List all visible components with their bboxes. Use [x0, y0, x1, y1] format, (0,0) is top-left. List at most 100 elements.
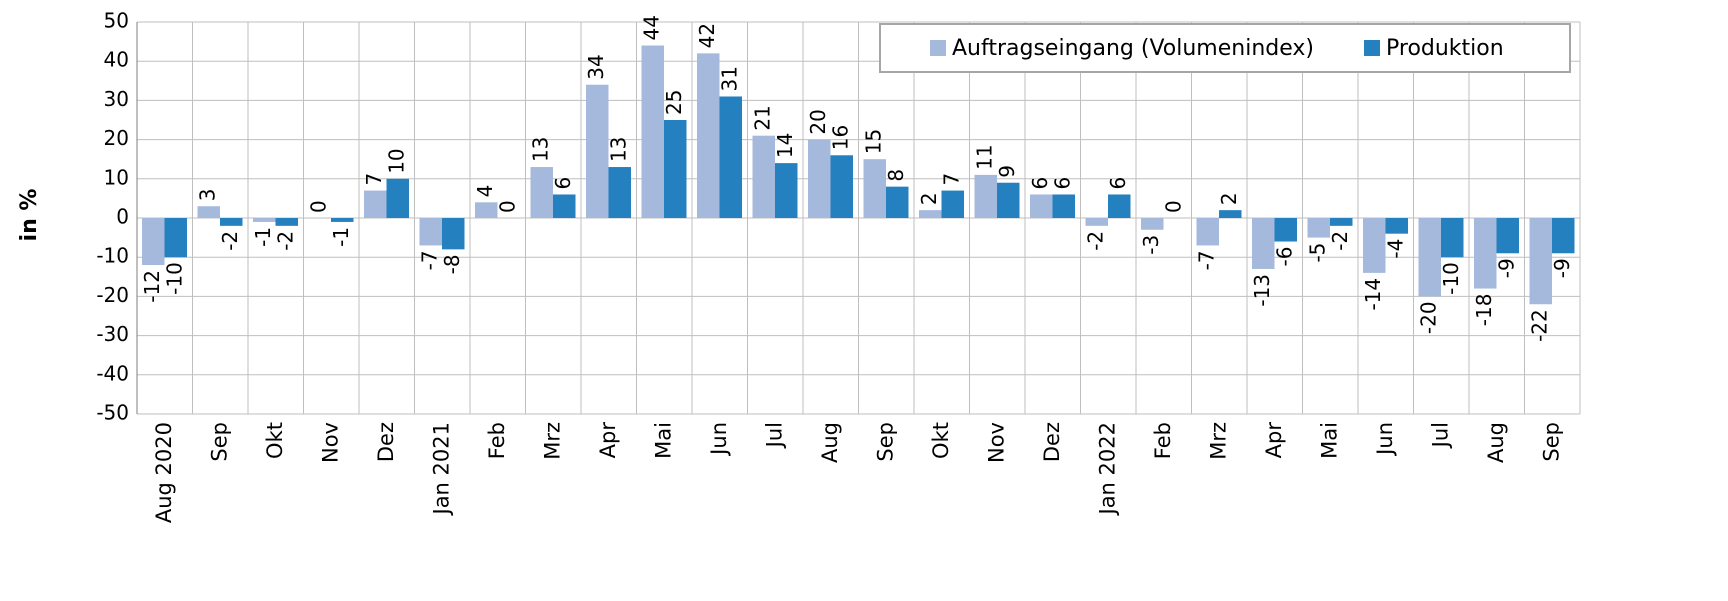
data-label: 42	[695, 23, 719, 48]
y-tick-label: -50	[96, 401, 129, 425]
x-tick-label: Nov	[318, 422, 342, 463]
x-tick-label: Jan 2022	[1095, 422, 1119, 517]
bar	[974, 174, 997, 218]
data-label: 34	[584, 54, 608, 79]
data-label: 6	[1028, 177, 1052, 190]
data-label: 7	[362, 173, 386, 186]
bar	[1363, 218, 1386, 273]
x-tick-label: Nov	[984, 422, 1008, 463]
data-label: -2	[1083, 231, 1107, 251]
legend-swatch	[1364, 40, 1380, 56]
x-tick-label: Okt	[263, 422, 287, 459]
y-tick-label: 50	[104, 9, 129, 33]
data-label: -6	[1272, 247, 1296, 267]
data-label: 3	[195, 189, 219, 202]
data-label: -13	[1250, 274, 1274, 307]
data-label: 4	[473, 185, 497, 198]
data-label: 0	[495, 200, 519, 213]
bar	[530, 167, 553, 218]
x-tick-label: Mai	[1317, 422, 1341, 459]
bar	[1219, 210, 1242, 218]
data-label: 9	[995, 165, 1019, 178]
x-tick-label: Mrz	[540, 422, 564, 460]
bar	[1196, 218, 1219, 246]
x-tick-label: Feb	[485, 422, 509, 459]
data-label: -20	[1416, 301, 1440, 334]
bar	[808, 139, 831, 218]
legend-swatch	[930, 40, 946, 56]
y-tick-label: 40	[104, 48, 129, 72]
data-label: -12	[140, 270, 164, 303]
bar	[1441, 218, 1464, 258]
x-tick-label: Aug	[818, 422, 842, 463]
bar	[664, 120, 687, 218]
data-label: -2	[273, 231, 297, 251]
data-label: -1	[329, 227, 353, 247]
data-label: 0	[306, 200, 330, 213]
bar	[1252, 218, 1275, 269]
bar	[1085, 218, 1108, 226]
bar	[1529, 218, 1552, 305]
data-label: 6	[1106, 177, 1130, 190]
bar	[1141, 218, 1164, 230]
data-label: 2	[1217, 192, 1241, 205]
bar	[1274, 218, 1297, 242]
bar	[1330, 218, 1353, 226]
x-tick-label: Mai	[651, 422, 675, 459]
x-tick-label: Dez	[374, 422, 398, 462]
data-label: -2	[1328, 231, 1352, 251]
bar	[253, 218, 276, 222]
data-label: 44	[639, 15, 663, 40]
data-label: 10	[384, 148, 408, 173]
y-tick-label: -30	[96, 322, 129, 346]
x-tick-label: Sep	[1539, 422, 1563, 462]
y-tick-label: 10	[104, 165, 129, 189]
bar	[1108, 194, 1131, 218]
bar	[941, 190, 964, 218]
x-tick-label: Jan 2021	[429, 422, 453, 517]
data-label: 16	[828, 125, 852, 150]
bar	[419, 218, 442, 246]
bar	[275, 218, 298, 226]
y-axis-title: in %	[17, 189, 42, 242]
bar	[1307, 218, 1330, 238]
bar	[142, 218, 165, 266]
bar	[442, 218, 465, 250]
data-label: 8	[884, 169, 908, 182]
x-tick-label: Apr	[1262, 422, 1286, 459]
y-tick-label: -40	[96, 361, 129, 385]
bar	[919, 210, 942, 218]
data-label: -10	[1439, 262, 1463, 295]
bar	[553, 194, 576, 218]
data-label: 0	[1161, 200, 1185, 213]
bar	[752, 135, 775, 218]
y-tick-label: 30	[104, 87, 129, 111]
x-tick-label: Jun	[1373, 422, 1397, 457]
x-tick-label: Sep	[873, 422, 897, 462]
legend-label: Produktion	[1386, 36, 1504, 61]
data-label: 15	[861, 129, 885, 154]
bar	[586, 84, 609, 218]
x-tick-label: Dez	[1040, 422, 1064, 462]
legend-label: Auftragseingang (Volumenindex)	[952, 36, 1314, 61]
data-label: -7	[1194, 250, 1218, 270]
x-tick-label: Mrz	[1206, 422, 1230, 460]
bar	[1552, 218, 1575, 254]
data-label: -7	[417, 250, 441, 270]
bar	[863, 159, 886, 218]
legend-box	[879, 23, 1571, 73]
bar	[697, 53, 720, 218]
data-label: 13	[606, 137, 630, 162]
data-label: -3	[1139, 235, 1163, 255]
data-label: -9	[1494, 258, 1518, 278]
data-label: -22	[1527, 309, 1551, 342]
x-tick-label: Jul	[762, 422, 786, 449]
y-tick-label: -20	[96, 283, 129, 307]
data-label: -2	[218, 231, 242, 251]
bar	[1418, 218, 1441, 297]
bar	[719, 96, 742, 218]
bar	[197, 206, 220, 218]
bar	[775, 163, 798, 218]
x-tick-label: Aug 2020	[152, 422, 176, 523]
x-tick-label: Apr	[596, 422, 620, 459]
